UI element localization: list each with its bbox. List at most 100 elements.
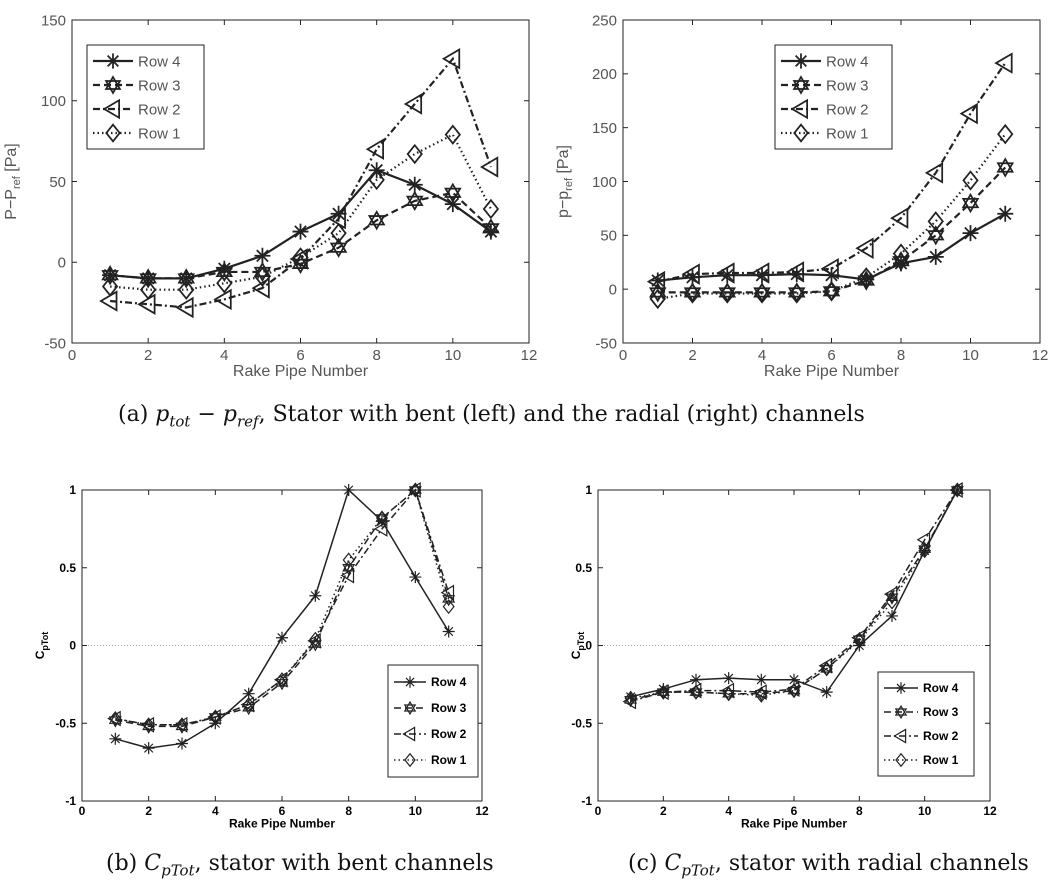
legend: Row 4 Row 3 Row 2 Row 1: [877, 671, 975, 777]
x-tick-label: 4: [725, 804, 732, 818]
y-tick-label: 0.5: [59, 561, 76, 575]
chart-c: 0 2 4 6 8 10 12 -1 -0.5 0 0.5 1 Rake Pipe Number CpTo…: [569, 482, 997, 830]
y-tick-label: 0: [609, 281, 617, 298]
x-tick-label: 4: [220, 347, 228, 364]
data-point: [216, 260, 233, 277]
legend-marker: [895, 682, 907, 694]
data-point: [102, 267, 119, 284]
legend-marker: [404, 676, 416, 688]
data-point: [753, 684, 767, 701]
data-point: [753, 283, 771, 304]
x-tick-label: 8: [897, 347, 905, 364]
series-line: [109, 133, 492, 291]
legend-marker: [105, 123, 121, 143]
data-point: [99, 290, 118, 312]
y-axis-label-sub: pTot: [576, 632, 586, 651]
data-point: [788, 283, 805, 304]
data-point: [176, 737, 188, 750]
series-line: [115, 488, 450, 728]
data-point: [340, 567, 355, 584]
data-point: [109, 711, 122, 727]
data-point: [722, 686, 735, 702]
legend-label: Row 4: [431, 675, 467, 689]
series-line: [657, 62, 1007, 283]
y-tick-label: 0: [58, 255, 66, 272]
x-tick-label: 6: [827, 347, 835, 364]
data-point: [656, 684, 670, 700]
data-point: [997, 205, 1014, 222]
series-line: [630, 489, 958, 701]
legend-label: Row 2: [138, 101, 181, 118]
series-line: [630, 489, 958, 698]
data-point: [996, 157, 1015, 178]
data-point: [142, 742, 155, 755]
x-tick-label: 2: [660, 804, 667, 818]
data-point: [649, 288, 666, 310]
y-tick-label: 200: [592, 66, 617, 83]
data-point: [855, 237, 874, 259]
x-tick-label: 8: [856, 804, 863, 818]
data-point: [406, 176, 423, 193]
y-tick-label: 50: [600, 228, 617, 245]
data-point: [951, 482, 964, 498]
data-point: [961, 192, 980, 214]
series-row-4: [624, 484, 964, 703]
x-tick-label: 2: [688, 347, 696, 364]
x-tick-label: 0: [68, 347, 76, 364]
y-axis-label-sub: ref: [11, 175, 23, 189]
data-point: [309, 631, 322, 647]
y-axis-label: P−Pref [Pa]: [3, 143, 23, 219]
data-point: [442, 625, 455, 638]
data-point: [962, 170, 979, 191]
caption-a: (a) ptot − pref, Stator with bent (left)…: [118, 402, 865, 431]
legend-marker: [793, 123, 809, 143]
data-point: [139, 268, 157, 289]
y-axis-label-unit: [Pa]: [3, 143, 20, 176]
y-tick-label: 150: [592, 120, 617, 137]
data-point: [213, 288, 232, 311]
data-point: [482, 223, 499, 240]
data-point: [890, 207, 909, 229]
legend-marker: [402, 726, 416, 742]
data-point: [684, 269, 701, 286]
data-point: [342, 484, 355, 496]
series-line: [657, 166, 1007, 294]
y-tick-label: 100: [592, 174, 617, 191]
legend-label: Row 4: [138, 53, 181, 70]
legend-marker: [104, 75, 122, 95]
data-point: [959, 102, 978, 125]
data-point: [785, 261, 805, 283]
x-tick-label: 6: [791, 804, 798, 818]
y-tick-label: 0: [69, 639, 76, 653]
data-point: [275, 672, 289, 688]
legend: Row 4 Row 3 Row 2 Row 1: [387, 664, 479, 778]
data-point: [684, 283, 701, 304]
data-point: [787, 683, 801, 699]
data-point: [292, 247, 309, 268]
series-row-2: [646, 52, 1013, 293]
data-point: [408, 482, 422, 498]
legend: Row 4 Row 3 Row 2 Row 1: [86, 44, 205, 150]
x-tick-label: 4: [758, 347, 766, 364]
x-tick-label: 6: [279, 804, 286, 818]
data-point: [885, 594, 899, 610]
x-tick-label: 10: [962, 347, 979, 364]
x-tick-label: 6: [296, 347, 304, 364]
x-tick-label: 8: [345, 804, 352, 818]
data-point: [892, 243, 910, 264]
x-tick-label: 12: [1032, 347, 1049, 364]
x-tick-label: 0: [595, 804, 602, 818]
y-axis-label: p−pref [Pa]: [555, 145, 575, 218]
data-point: [373, 520, 388, 537]
y-tick-label: -50: [595, 335, 617, 352]
series-line: [115, 488, 450, 726]
data-point: [918, 543, 931, 559]
data-point: [367, 210, 386, 231]
y-axis-label-sub: pTot: [40, 632, 50, 651]
y-tick-label: 1: [69, 483, 76, 497]
data-point: [962, 225, 979, 242]
caption-b-math: CpTot: [144, 851, 195, 880]
y-tick-label: -50: [44, 335, 66, 352]
